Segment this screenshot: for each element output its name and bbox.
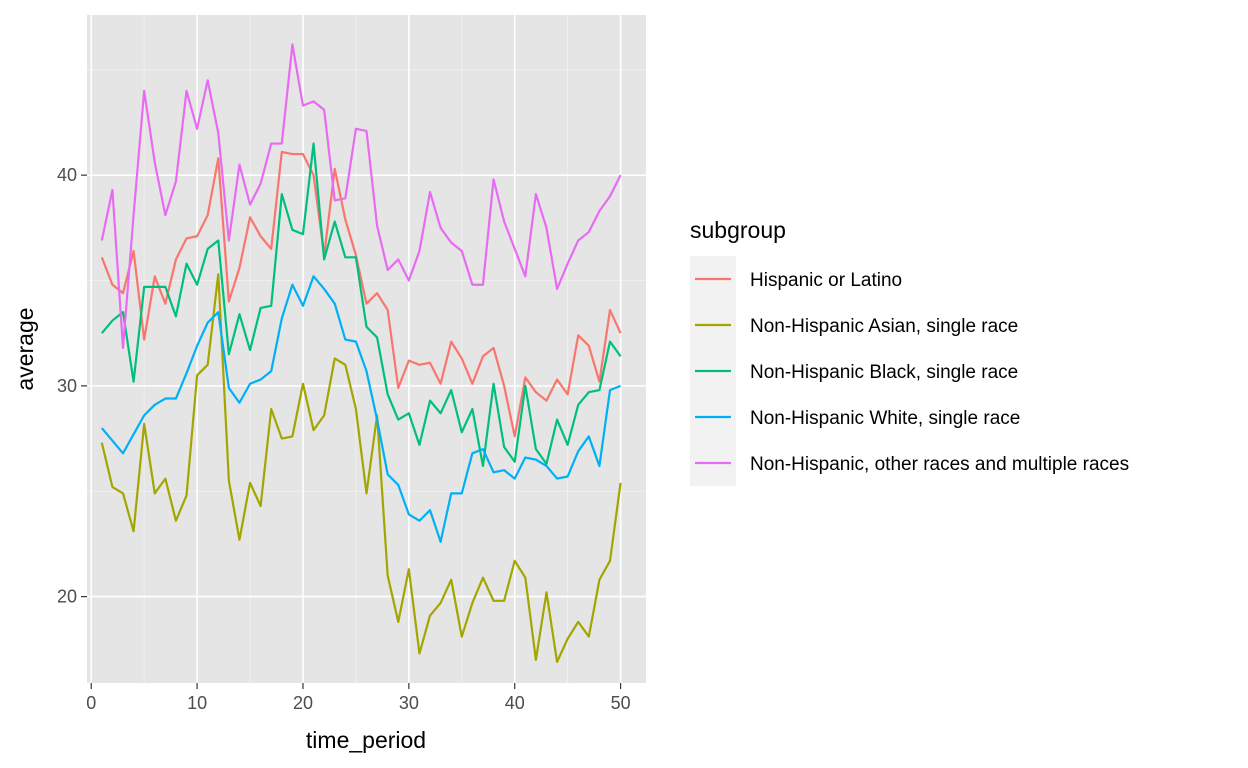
legend-label: Non-Hispanic White, single race xyxy=(750,408,1020,429)
legend-items: Hispanic or Latino Non-Hispanic Asian, si… xyxy=(690,256,1129,486)
series-line-5 xyxy=(100,43,622,350)
series-line-3 xyxy=(100,142,622,468)
x-tick-label: 40 xyxy=(505,693,525,713)
series-lines xyxy=(100,43,622,664)
y-axis-ticks: 20 30 40 xyxy=(57,165,87,607)
x-tick-label: 50 xyxy=(611,693,631,713)
panel-background xyxy=(87,15,646,683)
legend-title: subgroup xyxy=(690,217,786,243)
series-line-2 xyxy=(100,273,622,664)
x-tick-label: 0 xyxy=(86,693,96,713)
y-tick-label: 20 xyxy=(57,587,77,607)
x-tick-label: 30 xyxy=(399,693,419,713)
legend-label: Hispanic or Latino xyxy=(750,270,902,291)
legend-label: Non-Hispanic Asian, single race xyxy=(750,316,1018,337)
y-axis-title: average xyxy=(12,307,38,390)
legend-label: Non-Hispanic, other races and multiple r… xyxy=(750,454,1129,475)
x-axis-title: time_period xyxy=(306,727,426,753)
x-axis-ticks: 0 10 20 30 40 50 xyxy=(86,683,631,713)
series-line-1 xyxy=(100,150,622,438)
legend-label: Non-Hispanic Black, single race xyxy=(750,362,1018,383)
y-tick-label: 30 xyxy=(57,376,77,396)
x-tick-label: 10 xyxy=(187,693,207,713)
major-gridlines xyxy=(87,15,646,683)
series-line-4 xyxy=(100,275,621,543)
x-tick-label: 20 xyxy=(293,693,313,713)
y-tick-label: 40 xyxy=(57,165,77,185)
legend: subgroup Hispanic or Latino Non-Hispanic … xyxy=(690,217,1129,486)
